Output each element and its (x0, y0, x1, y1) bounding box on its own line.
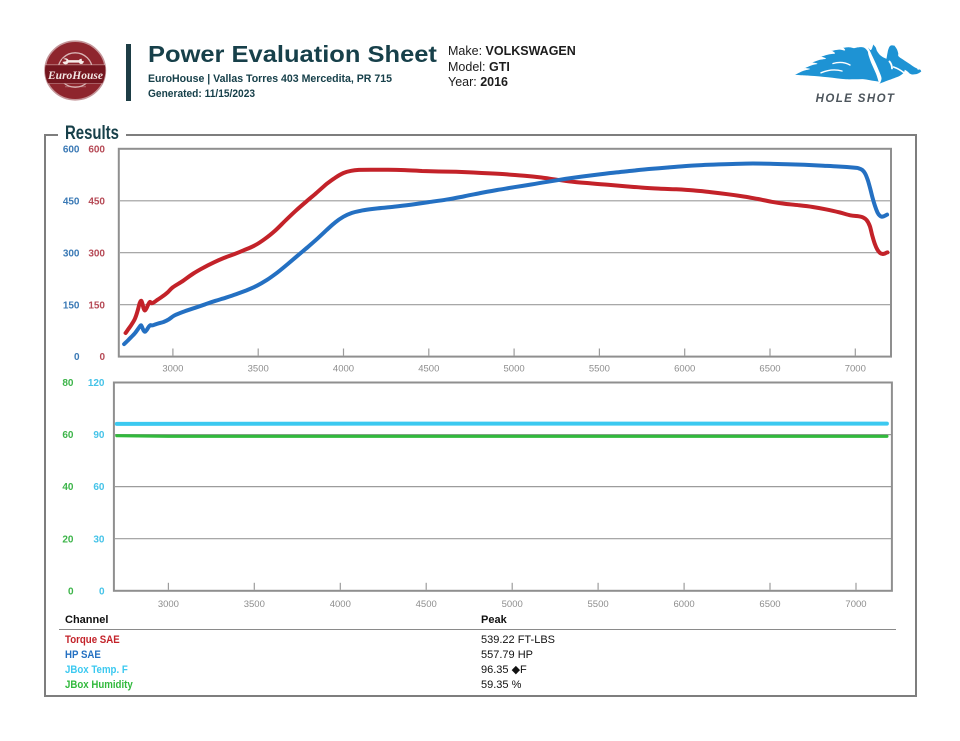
svg-text:7000: 7000 (845, 364, 866, 375)
svg-text:80: 80 (62, 378, 74, 389)
svg-text:300: 300 (63, 248, 80, 259)
svg-text:3500: 3500 (244, 599, 265, 610)
svg-text:450: 450 (88, 196, 105, 207)
svg-text:0: 0 (74, 352, 80, 363)
svg-text:60: 60 (62, 430, 74, 441)
svg-text:5000: 5000 (502, 599, 523, 610)
svg-text:3000: 3000 (158, 599, 179, 610)
svg-text:4000: 4000 (330, 599, 351, 610)
svg-text:3500: 3500 (248, 364, 269, 375)
svg-text:120: 120 (88, 378, 105, 389)
svg-text:6500: 6500 (759, 599, 780, 610)
svg-text:90: 90 (93, 430, 105, 441)
svg-text:HOLE SHOT: HOLE SHOT (816, 93, 896, 105)
svg-text:150: 150 (63, 300, 80, 311)
svg-text:20: 20 (62, 534, 74, 545)
svg-text:3000: 3000 (162, 364, 183, 375)
svg-text:7000: 7000 (845, 599, 866, 610)
svg-text:0: 0 (99, 586, 105, 597)
svg-text:600: 600 (63, 144, 80, 155)
svg-text:30: 30 (93, 534, 105, 545)
svg-text:6000: 6000 (674, 364, 695, 375)
svg-text:60: 60 (93, 482, 105, 493)
svg-text:4000: 4000 (333, 364, 354, 375)
svg-text:600: 600 (88, 144, 105, 155)
svg-text:0: 0 (68, 586, 74, 597)
svg-text:5000: 5000 (504, 364, 525, 375)
svg-text:150: 150 (88, 300, 105, 311)
svg-text:4500: 4500 (418, 364, 439, 375)
svg-text:450: 450 (63, 196, 80, 207)
svg-text:6500: 6500 (759, 364, 780, 375)
svg-text:EuroHouse: EuroHouse (47, 70, 103, 82)
svg-text:0: 0 (99, 352, 105, 363)
svg-text:40: 40 (62, 482, 74, 493)
svg-text:300: 300 (88, 248, 105, 259)
svg-text:4500: 4500 (416, 599, 437, 610)
svg-text:6000: 6000 (674, 599, 695, 610)
svg-text:5500: 5500 (589, 364, 610, 375)
svg-text:5500: 5500 (588, 599, 609, 610)
